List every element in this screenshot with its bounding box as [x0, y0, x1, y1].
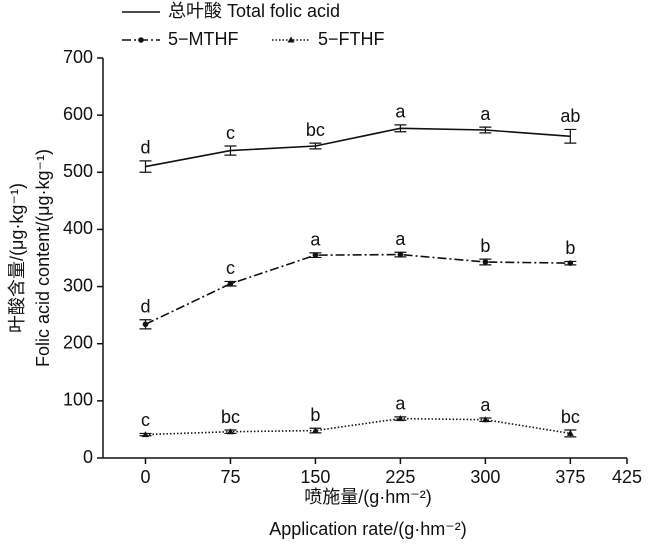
marker: [397, 251, 404, 258]
y-tick-label: 100: [63, 390, 93, 410]
significance-letter: d: [140, 296, 150, 316]
marker: [287, 36, 295, 43]
marker: [481, 416, 489, 423]
y-tick-label: 0: [83, 447, 93, 467]
legend-label: 5−FTHF: [318, 29, 385, 49]
series-line: [145, 417, 571, 436]
marker: [142, 321, 149, 328]
significance-letter: bc: [221, 407, 240, 427]
series-line: [145, 127, 571, 168]
y-axis-label: 叶酸含量/(μg·kg⁻¹): [7, 183, 27, 333]
marker: [312, 252, 319, 258]
x-tick-label: 150: [300, 467, 330, 487]
y-tick-label: 400: [63, 218, 93, 238]
y-tick-label: 200: [63, 332, 93, 352]
significance-letter: a: [395, 394, 406, 414]
significance-letter: bc: [561, 407, 580, 427]
x-tick-label: 75: [220, 467, 240, 487]
x-tick-label: 375: [555, 467, 585, 487]
significance-letter: a: [480, 395, 491, 415]
series-line: [145, 253, 571, 326]
significance-letter: a: [480, 104, 491, 124]
significance-letter: ab: [560, 106, 580, 126]
x-tick-label: 225: [385, 467, 415, 487]
significance-letter: b: [480, 236, 490, 256]
x-tick-label: 0: [140, 467, 150, 487]
marker: [138, 37, 144, 43]
significance-letter: c: [141, 410, 150, 430]
marker: [567, 260, 574, 266]
y-tick-label: 700: [63, 47, 93, 67]
x-tick-label: 300: [470, 467, 500, 487]
significance-letter: bc: [306, 120, 325, 140]
marker: [482, 259, 489, 265]
y-tick-label: 500: [63, 161, 93, 181]
legend-label: 5−MTHF: [168, 29, 239, 49]
marker: [396, 415, 404, 422]
error-bar: [564, 128, 577, 144]
marker: [141, 431, 149, 438]
x-axis-label: 喷施量/(g·hm⁻²): [304, 487, 432, 507]
x-tick-label: 425: [612, 467, 642, 487]
error-bar: [139, 160, 152, 173]
y-tick-label: 600: [63, 104, 93, 124]
significance-letter: c: [226, 123, 235, 143]
error-bar: [394, 124, 407, 133]
legend-label: 总叶酸 Total folic acid: [168, 1, 340, 21]
significance-letter: a: [395, 102, 406, 122]
error-bar: [224, 145, 237, 156]
marker: [227, 280, 234, 287]
significance-letter: b: [565, 238, 575, 258]
x-axis-label-en: Application rate/(g·hm⁻²): [269, 519, 467, 539]
y-axis-label-en: Folic acid content/(μg·kg⁻¹): [33, 149, 53, 367]
significance-letter: d: [140, 138, 150, 158]
significance-letter: a: [395, 229, 406, 249]
error-bar: [309, 142, 322, 150]
marker: [566, 429, 574, 436]
significance-letter: b: [310, 405, 320, 425]
error-bar: [479, 126, 492, 134]
significance-letter: c: [226, 258, 235, 278]
marker: [226, 428, 234, 435]
y-tick-label: 300: [63, 275, 93, 295]
marker: [311, 427, 319, 434]
significance-letter: a: [310, 230, 321, 250]
